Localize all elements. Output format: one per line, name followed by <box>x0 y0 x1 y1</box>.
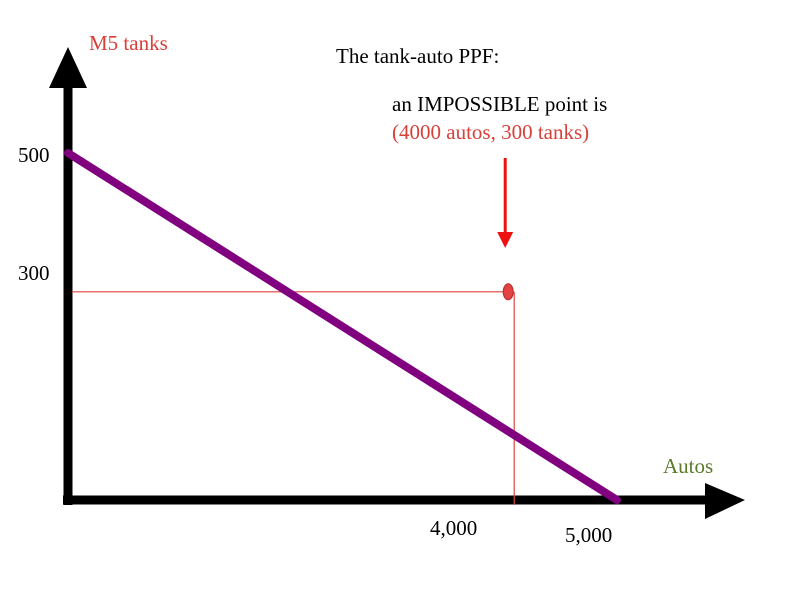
x-axis-arrowhead <box>705 483 745 519</box>
x-tick-label-4000: 4,000 <box>430 516 477 540</box>
x-axis-label: Autos <box>663 454 713 478</box>
chart-title: The tank-auto PPF: <box>336 44 499 68</box>
y-tick-label-500: 500 <box>18 143 50 167</box>
x-tick-label-5000: 5,000 <box>565 523 612 547</box>
pointer-arrow-head <box>497 232 514 248</box>
annotation-line-2: (4000 autos, 300 tanks) <box>392 120 589 144</box>
impossible-point <box>502 283 514 301</box>
y-axis-arrowhead <box>49 47 87 88</box>
y-axis-label: M5 tanks <box>89 31 168 55</box>
ppf-line <box>64 149 621 504</box>
annotation-line-1: an IMPOSSIBLE point is <box>392 92 607 116</box>
y-tick-label-300: 300 <box>18 261 50 285</box>
